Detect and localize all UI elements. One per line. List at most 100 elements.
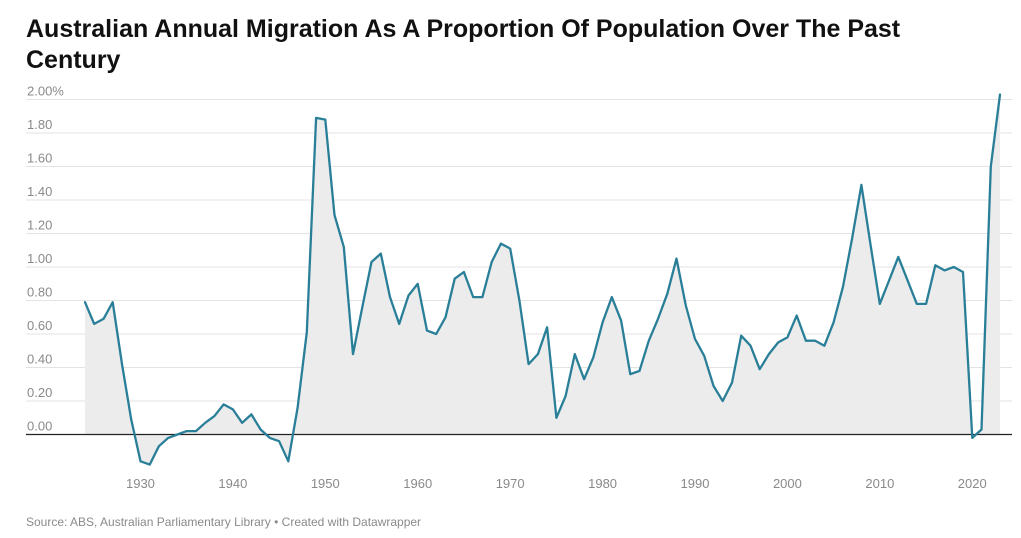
data-point — [167, 437, 169, 439]
data-point — [223, 403, 225, 405]
data-point — [140, 460, 142, 462]
data-point — [648, 340, 650, 342]
y-tick-label: 1.00 — [27, 251, 52, 266]
data-point — [805, 340, 807, 342]
data-point — [176, 434, 178, 436]
data-point — [611, 296, 613, 298]
y-axis: 0.00 0.20 0.40 0.60 0.80 1.00 1.20 1.40 1.60 1.80… — [27, 84, 64, 434]
data-point — [657, 318, 659, 320]
data-point — [823, 345, 825, 347]
y-tick-label: 0.80 — [27, 285, 52, 300]
data-point — [602, 321, 604, 323]
data-point — [445, 316, 447, 318]
data-point — [750, 345, 752, 347]
data-point — [842, 286, 844, 288]
x-tick-label: 1970 — [496, 476, 525, 491]
data-point — [981, 429, 983, 431]
data-point — [84, 301, 86, 303]
data-point — [408, 295, 410, 297]
data-point — [398, 323, 400, 325]
data-point — [592, 356, 594, 358]
data-point — [213, 415, 215, 417]
y-tick-label: 0.20 — [27, 385, 52, 400]
data-point — [639, 370, 641, 372]
y-tick-label: 2.00% — [27, 84, 64, 99]
data-point — [740, 335, 742, 337]
data-point — [472, 296, 474, 298]
data-point — [676, 258, 678, 260]
x-tick-label: 1950 — [311, 476, 340, 491]
data-point — [944, 269, 946, 271]
y-tick-label: 0.40 — [27, 352, 52, 367]
data-point — [897, 256, 899, 258]
x-tick-label: 1980 — [588, 476, 617, 491]
x-tick-label: 2020 — [958, 476, 987, 491]
data-point — [685, 305, 687, 307]
y-tick-label: 1.40 — [27, 184, 52, 199]
data-point — [759, 368, 761, 370]
data-point — [426, 330, 428, 332]
data-point — [149, 464, 151, 466]
data-point — [121, 363, 123, 365]
data-point — [195, 430, 197, 432]
y-tick-label: 1.80 — [27, 117, 52, 132]
data-point — [629, 373, 631, 375]
data-point — [334, 214, 336, 216]
data-point — [278, 440, 280, 442]
data-point — [722, 400, 724, 402]
data-point — [888, 279, 890, 281]
data-point — [768, 353, 770, 355]
area-fill — [85, 94, 1000, 465]
data-point — [241, 422, 243, 424]
data-point — [694, 338, 696, 340]
data-point — [361, 306, 363, 308]
data-point — [777, 341, 779, 343]
data-point — [324, 119, 326, 121]
data-point — [796, 315, 798, 317]
data-point — [93, 323, 95, 325]
data-point — [666, 293, 668, 295]
data-point — [731, 382, 733, 384]
data-point — [833, 321, 835, 323]
data-point — [158, 445, 160, 447]
data-point — [315, 117, 317, 119]
data-point — [565, 395, 567, 397]
data-point — [851, 238, 853, 240]
data-point — [620, 320, 622, 322]
data-point — [971, 437, 973, 439]
data-point — [186, 430, 188, 432]
x-tick-label: 1940 — [218, 476, 247, 491]
data-point — [297, 407, 299, 409]
data-point — [879, 303, 881, 305]
data-point — [999, 94, 1001, 96]
y-tick-label: 0.00 — [27, 419, 52, 434]
x-tick-label: 1990 — [681, 476, 710, 491]
data-point — [934, 264, 936, 266]
data-point — [583, 378, 585, 380]
data-point — [491, 261, 493, 263]
data-point — [953, 266, 955, 268]
data-point — [343, 246, 345, 248]
data-point — [528, 363, 530, 365]
data-point — [962, 271, 964, 273]
data-point — [204, 422, 206, 424]
y-tick-label: 1.60 — [27, 151, 52, 166]
data-point — [112, 301, 114, 303]
data-point — [870, 244, 872, 246]
data-point — [518, 300, 520, 302]
data-point — [509, 248, 511, 250]
data-point — [389, 296, 391, 298]
x-axis: 1930 1940 1950 1960 1970 1980 1990 2000 2010 2020 — [126, 476, 987, 491]
x-tick-label: 2000 — [773, 476, 802, 491]
data-point — [435, 333, 437, 335]
data-point — [481, 296, 483, 298]
data-point — [287, 460, 289, 462]
data-point — [786, 336, 788, 338]
data-point — [269, 437, 271, 439]
data-point — [306, 331, 308, 333]
data-point — [713, 385, 715, 387]
data-point — [232, 408, 234, 410]
data-point — [860, 184, 862, 186]
data-point — [250, 413, 252, 415]
data-point — [555, 417, 557, 419]
